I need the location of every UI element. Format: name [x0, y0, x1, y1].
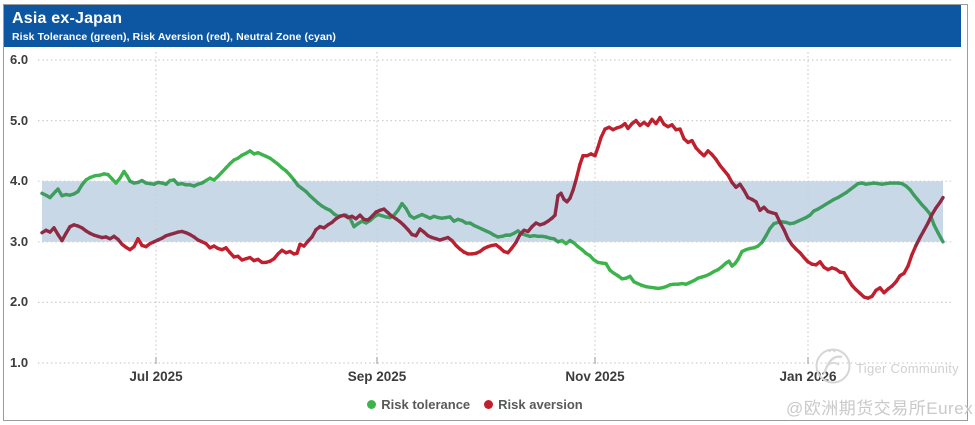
series-risk-tolerance	[40, 149, 945, 291]
neutral-zone-band	[42, 181, 943, 242]
x-tick-label: Jul 2025	[129, 369, 183, 384]
series-segment	[678, 127, 686, 141]
x-tick-label: Jan 2026	[779, 369, 837, 384]
x-tick-label: Nov 2025	[565, 369, 625, 384]
legend-label: Risk tolerance	[381, 397, 471, 412]
x-tick-label: Sep 2025	[347, 369, 407, 384]
y-tick-label: 2.0	[10, 294, 29, 310]
series-segment	[553, 194, 560, 217]
y-tick-label: 1.0	[10, 355, 29, 370]
chart-legend: Risk tolerance Risk aversion	[0, 397, 950, 412]
legend-dot-icon	[484, 400, 494, 409]
series-risk-aversion	[40, 115, 945, 300]
legend-item-risk-aversion[interactable]: Risk aversion	[484, 397, 583, 412]
y-tick-label: 5.0	[10, 112, 29, 128]
series-segment	[939, 236, 945, 244]
y-tick-label: 4.0	[10, 173, 29, 189]
legend-dot-icon	[367, 400, 377, 409]
watermark-brand: Tiger Community	[856, 361, 959, 376]
page-title: Asia ex-Japan	[12, 10, 123, 27]
y-tick-label: 6.0	[10, 52, 29, 67]
series-segment	[906, 252, 914, 268]
watermark-handle: @欧洲期货交易所Eurex	[786, 399, 974, 418]
tiger-logo-icon	[815, 348, 851, 384]
series-segment	[574, 162, 582, 182]
legend-label: Risk aversion	[498, 397, 583, 412]
legend-item-risk-tolerance[interactable]: Risk tolerance	[367, 397, 470, 412]
chart-header: Asia ex-Japan Risk Tolerance (green), Ri…	[4, 5, 961, 47]
series-segment	[571, 178, 578, 192]
y-tick-label: 3.0	[10, 233, 29, 249]
chart-subtitle: Risk Tolerance (green), Risk Aversion (r…	[12, 31, 337, 43]
series-segment	[938, 195, 945, 205]
